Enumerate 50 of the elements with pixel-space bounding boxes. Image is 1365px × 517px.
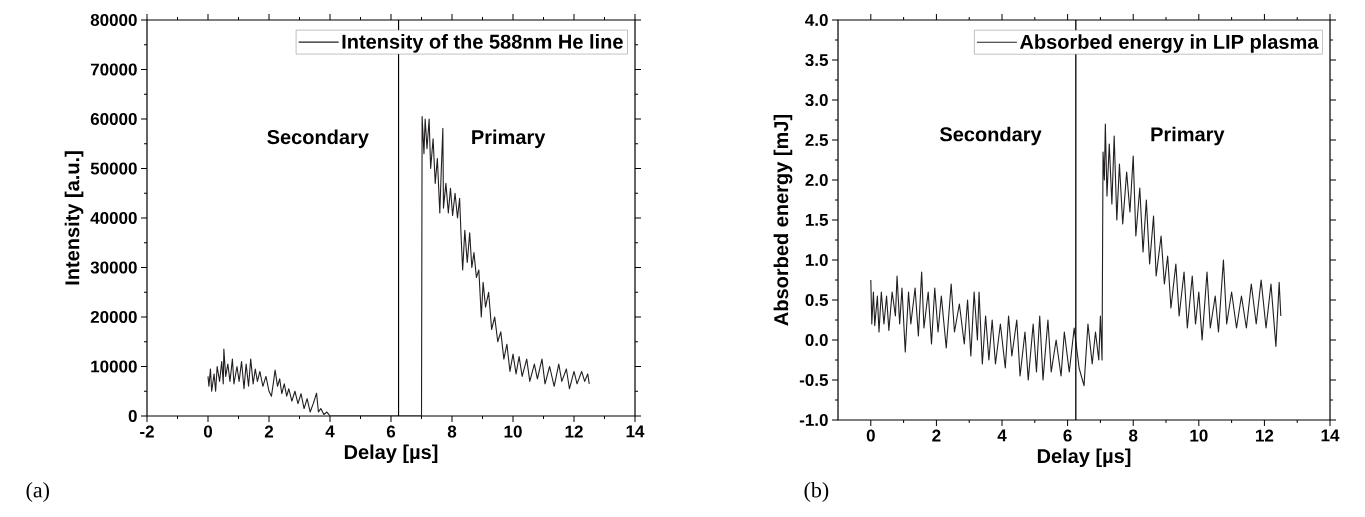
x-tick-label: 0 — [203, 425, 213, 438]
legend-label: Absorbed energy in LIP plasma — [1019, 34, 1319, 53]
x-tick-label: 0 — [866, 429, 875, 442]
x-tick-label: 8 — [447, 425, 457, 438]
y-tick-label: 50000 — [90, 162, 137, 175]
y-axis-title: Absorbed energy [mJ] — [773, 115, 793, 326]
y-tick-label: 2.5 — [805, 133, 829, 147]
x-tick-label: 10 — [504, 425, 522, 438]
text: (b) — [804, 482, 829, 502]
y-tick-label: 4.0 — [805, 13, 828, 27]
annotation: Primary — [1151, 126, 1225, 146]
y-tick-label: 0 — [128, 409, 137, 423]
y-tick-label: 10000 — [91, 360, 137, 373]
x-tick-label: 14 — [626, 425, 645, 438]
y-tick-label: 1.5 — [805, 214, 829, 226]
y-tick-label: 0.0 — [805, 333, 828, 347]
x-tick-label: 4 — [325, 425, 335, 438]
x-tick-label: 4 — [997, 429, 1007, 442]
annotation: Secondary — [267, 129, 369, 149]
x-axis-title: Delay [µs] — [1037, 448, 1131, 468]
y-tick-label: 30000 — [90, 261, 137, 274]
y-tick-label: 0.5 — [805, 293, 829, 307]
x-tick-label: 2 — [264, 425, 274, 438]
x-tick-label: 12 — [1256, 429, 1274, 442]
y-tick-label: 80000 — [90, 13, 137, 27]
y-tick-label: 70000 — [90, 63, 137, 76]
x-tick-label: 8 — [1129, 429, 1138, 442]
y-tick-label: 20000 — [90, 310, 137, 324]
x-tick-label: 10 — [1190, 429, 1208, 442]
x-tick-label: 6 — [386, 425, 396, 438]
x-tick-label: 14 — [1321, 429, 1340, 442]
x-tick-label: 6 — [1063, 429, 1072, 442]
x-axis-title: Delay [µs] — [344, 444, 438, 464]
y-tick-label: 3.5 — [805, 53, 829, 67]
y-tick-label: -0.5 — [799, 373, 829, 387]
y-tick-label: 3.0 — [805, 93, 828, 107]
y-tick-label: 1.0 — [805, 253, 828, 267]
x-tick-label: 12 — [565, 425, 583, 438]
line-series — [870, 123, 1282, 387]
y-tick-label: 60000 — [90, 112, 137, 126]
y-tick-label: 2.0 — [805, 173, 828, 187]
annotation: Primary — [472, 129, 546, 149]
y-tick-label: -1.0 — [799, 413, 828, 427]
x-tick-label: -2 — [140, 425, 154, 438]
legend-label: Intensity of the 588nm He line — [342, 34, 623, 53]
y-tick-label: 40000 — [90, 211, 137, 225]
annotation: Secondary — [939, 126, 1042, 146]
text: (a) — [26, 482, 49, 502]
x-tick-label: 2 — [932, 429, 941, 442]
y-axis-title: Intensity [a.u.] — [64, 151, 84, 285]
